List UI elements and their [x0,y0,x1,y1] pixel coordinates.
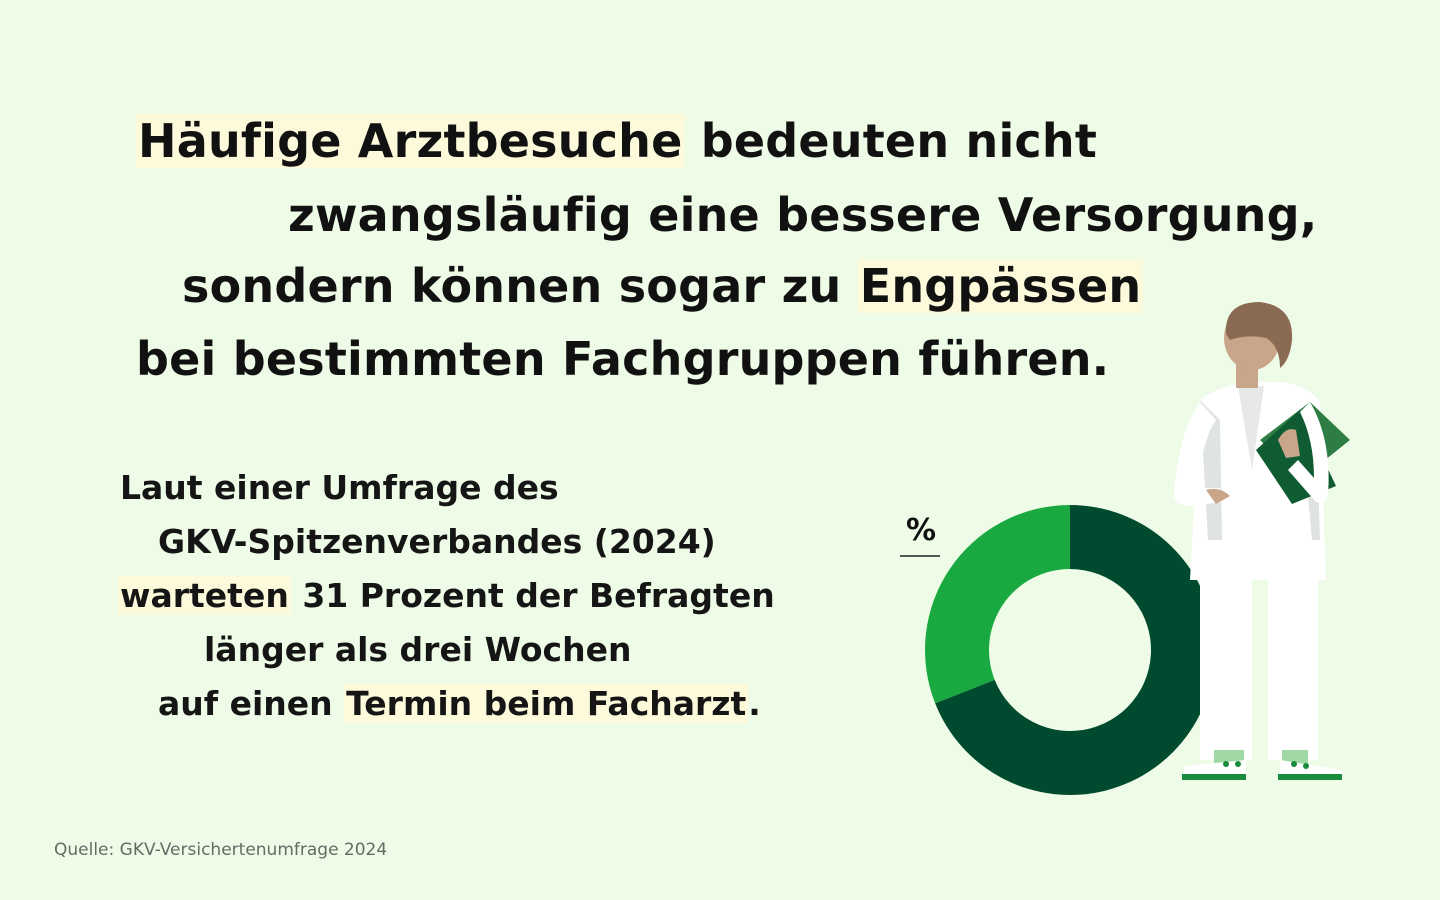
doctor-right-hand [1278,429,1300,458]
doctor-right-shoe-dot [1291,761,1297,767]
doctor-left-sole [1182,774,1246,780]
doctor-right-leg [1268,560,1318,760]
doctor-left-hand [1206,488,1230,504]
body-line-4-text: länger als drei Wochen [204,630,632,669]
body-line-3-rest: 31 Prozent der Befragten [290,576,775,615]
body-line-2: GKV-Spitzenverbandes (2024) [158,518,716,566]
headline-line-3: sondern können sogar zu Engpässen [182,255,1144,317]
body-line-1: Laut einer Umfrage des [120,464,559,512]
headline-line-3-text: sondern können sogar zu [182,259,858,313]
percent-unit-label: % [906,513,936,548]
donut-slice-2 [935,505,1215,795]
source-note: Quelle: GKV-Versichertenumfrage 2024 [54,840,388,860]
body-line-2-text: GKV-Spitzenverbandes (2024) [158,522,716,561]
body-line-3: warteten 31 Prozent der Befragten [118,572,775,620]
body-line-5-before: auf einen [158,684,345,723]
donut-slices [925,505,1215,795]
doctor-collar [1238,386,1264,470]
doctor-left-shoe-dot-2 [1235,761,1241,767]
doctor-right-shoe [1280,760,1342,776]
body-highlight-1: warteten [118,576,291,615]
doctor-right-shoe-dot-2 [1303,763,1309,769]
headline-line-1: Häufige Arztbesuche bedeuten nicht [136,110,1097,172]
headline-line-1-rest: bedeuten nicht [684,114,1098,168]
donut-slice-1 [925,505,1070,704]
body-line-4: länger als drei Wochen [204,626,631,674]
donut-chart: 31 % [900,505,1215,795]
doctor-left-leg [1200,560,1252,760]
headline-line-4: bei bestimmten Fachgruppen führen. [136,328,1109,390]
doctor-left-arm [1173,402,1222,506]
headline-line-2-text: zwangsläufig eine bessere Versorgung, [288,188,1318,242]
body-line-1-text: Laut einer Umfrage des [120,468,559,507]
doctor-left-shoe-dot [1223,761,1229,767]
headline-line-4-text: bei bestimmten Fachgruppen führen. [136,332,1110,386]
doctor-left-shoe [1184,760,1246,776]
doctor-hair [1225,302,1293,368]
doctor-right-sole [1278,774,1342,780]
body-line-5: auf einen Termin beim Facharzt. [158,680,761,728]
headline-line-2: zwangsläufig eine bessere Versorgung, [288,184,1317,246]
body-line-5-after: . [748,684,761,723]
headline-highlight-2: Engpässen [857,259,1144,313]
doctor-figure-icon [1173,302,1350,780]
body-highlight-2: Termin beim Facharzt [344,684,749,723]
doctor-right-arm [1288,402,1329,503]
headline-highlight-1: Häufige Arztbesuche [136,114,685,168]
